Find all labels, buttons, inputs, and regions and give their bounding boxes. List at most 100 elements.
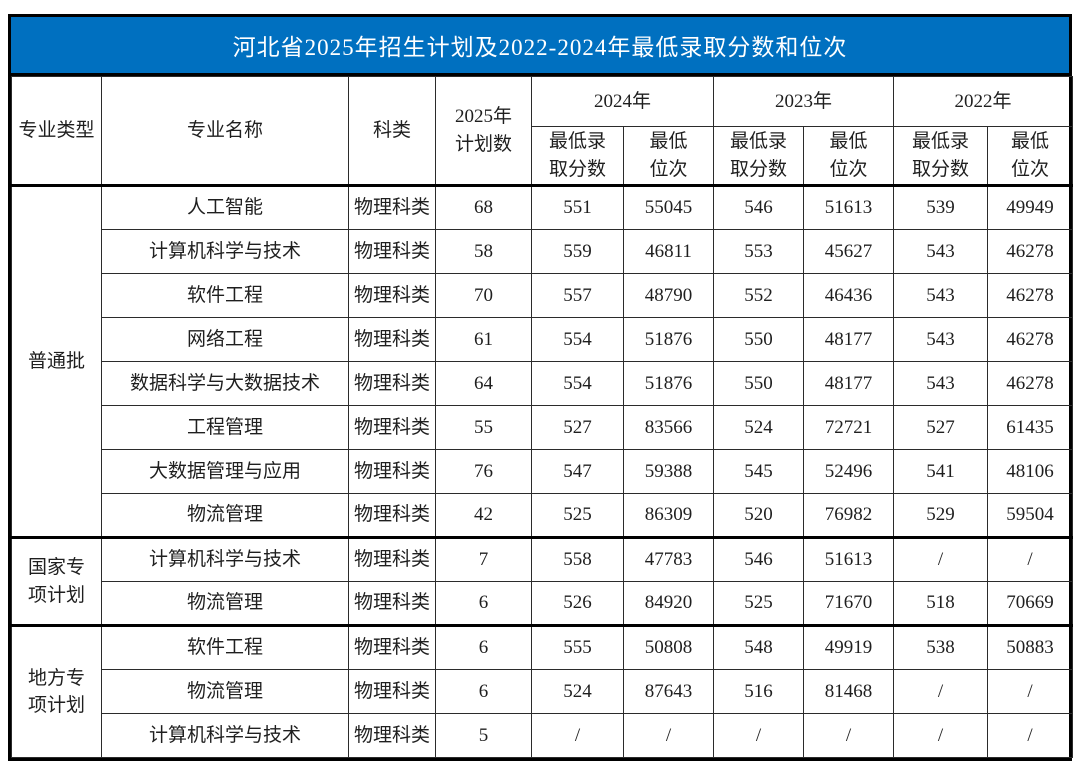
cell-min-rank-2022: / [987, 669, 1074, 715]
cell-min-score-2022: 529 [893, 493, 989, 539]
cell-min-score-2023: 552 [713, 273, 805, 319]
header-major-name: 专业名称 [101, 75, 349, 187]
cell-min-rank-2023: 71670 [803, 581, 895, 627]
cell-min-rank-2022: / [987, 536, 1074, 583]
header-min-rank-2024: 最低 位次 [622, 125, 715, 187]
cell-subject: 物理科类 [348, 624, 436, 671]
cell-plan-2025: 58 [435, 229, 532, 275]
cell-min-rank-2023: 49919 [803, 624, 895, 671]
cell-plan-2025: 6 [435, 669, 532, 715]
cell-min-score-2024: 525 [531, 493, 624, 539]
header-year-2022: 2022年 [893, 76, 1074, 127]
cell-min-rank-2022: 46278 [987, 273, 1074, 319]
cell-min-rank-2022: 46278 [987, 361, 1074, 407]
cell-min-rank-2022: 46278 [987, 229, 1074, 275]
cell-major-name: 软件工程 [101, 624, 349, 671]
cell-min-score-2022: 538 [893, 624, 989, 671]
cell-subject: 物理科类 [348, 713, 436, 759]
cell-min-score-2022: 543 [893, 361, 989, 407]
table-title: 河北省2025年招生计划及2022-2024年最低录取分数和位次 [11, 17, 1069, 76]
cell-major-name: 工程管理 [101, 405, 349, 451]
cell-min-score-2022: / [893, 536, 989, 583]
cell-subject: 物理科类 [348, 449, 436, 495]
header-year-2024: 2024年 [530, 76, 715, 127]
cell-min-rank-2023: 76982 [803, 493, 895, 539]
cell-plan-2025: 76 [435, 449, 532, 495]
cell-min-rank-2023: 81468 [803, 669, 895, 715]
cell-min-rank-2023: 52496 [803, 449, 895, 495]
header-major-type: 专业类型 [11, 75, 102, 187]
cell-min-rank-2023: 48177 [803, 361, 895, 407]
cell-min-score-2024: / [531, 713, 624, 759]
table-body: 普通批 人工智能 物理科类 68 551 55045 546 51613 539 49949 计算机… [11, 185, 1074, 759]
cell-min-score-2022: 527 [893, 405, 989, 451]
cell-min-rank-2024: 50808 [622, 624, 715, 671]
cell-min-rank-2022: 50883 [987, 624, 1074, 671]
cell-min-score-2023: 520 [713, 493, 805, 539]
header-row-years: 专业类型 专业名称 科类 2025年 计划数 2024年 2023年 2022年 [11, 75, 1074, 187]
cell-min-score-2024: 527 [531, 405, 624, 451]
cell-min-score-2022: 518 [893, 581, 989, 627]
cell-major-name: 计算机科学与技术 [101, 229, 349, 275]
header-min-score-2022: 最低录 取分数 [893, 125, 989, 187]
cell-min-rank-2022: 48106 [987, 449, 1074, 495]
cell-min-score-2023: 545 [713, 449, 805, 495]
header-year-2023: 2023年 [713, 76, 895, 127]
cell-min-score-2022: 543 [893, 229, 989, 275]
cell-min-rank-2024: 51876 [622, 317, 715, 363]
cell-plan-2025: 61 [435, 317, 532, 363]
cell-major-name: 网络工程 [101, 317, 349, 363]
cell-min-score-2023: 553 [713, 229, 805, 275]
cell-min-score-2022: 543 [893, 273, 989, 319]
cell-min-score-2022: 541 [893, 449, 989, 495]
cell-min-score-2024: 559 [531, 229, 624, 275]
cell-plan-2025: 42 [435, 493, 532, 539]
cell-major-name: 软件工程 [101, 273, 349, 319]
cell-min-score-2024: 547 [531, 449, 624, 495]
cell-min-score-2024: 554 [531, 317, 624, 363]
cell-subject: 物理科类 [348, 536, 436, 583]
header-min-rank-2023: 最低 位次 [803, 125, 895, 187]
group-label: 地方专 项计划 [11, 624, 102, 759]
table-row: 物流管理 物理科类 6 526 84920 525 71670 518 70669 [12, 581, 1074, 627]
cell-min-rank-2023: 48177 [803, 317, 895, 363]
group-label: 国家专 项计划 [11, 536, 102, 627]
cell-subject: 物理科类 [348, 185, 436, 231]
cell-major-name: 物流管理 [101, 669, 349, 715]
cell-min-rank-2024: 48790 [622, 273, 715, 319]
cell-min-score-2022: 539 [893, 185, 989, 231]
cell-min-rank-2023: 45627 [803, 229, 895, 275]
cell-min-rank-2022: / [987, 713, 1074, 759]
cell-plan-2025: 68 [435, 185, 532, 231]
cell-plan-2025: 6 [435, 624, 532, 671]
cell-major-name: 计算机科学与技术 [101, 713, 349, 759]
table-row: 物流管理 物理科类 42 525 86309 520 76982 529 59504 [12, 493, 1074, 539]
cell-min-score-2023: 548 [713, 624, 805, 671]
cell-major-name: 人工智能 [101, 185, 349, 231]
header-min-rank-2022: 最低 位次 [987, 125, 1074, 187]
cell-min-rank-2024: 51876 [622, 361, 715, 407]
table-row: 网络工程 物理科类 61 554 51876 550 48177 543 46278 [12, 317, 1074, 363]
cell-min-rank-2023: 46436 [803, 273, 895, 319]
group-label: 普通批 [11, 185, 102, 539]
table-row: 计算机科学与技术 物理科类 5// / / / / [12, 713, 1074, 759]
table-row: 地方专 项计划 软件工程 物理科类 6 555 50808 548 49919 538 50883 [11, 624, 1074, 759]
header-min-score-2024: 最低录 取分数 [531, 125, 624, 187]
cell-subject: 物理科类 [348, 361, 436, 407]
cell-major-name: 数据科学与大数据技术 [101, 361, 349, 407]
admissions-table-frame: 河北省2025年招生计划及2022-2024年最低录取分数和位次 专业类型 专业… [8, 14, 1074, 762]
cell-min-rank-2024: 83566 [622, 405, 715, 451]
header-min-score-2023: 最低录 取分数 [713, 125, 805, 187]
header-row-subcolumns: 最低录 取分数 最低 位次 最低录 取分数 最低 位次 最低录 取分数 最低 位… [12, 125, 1074, 187]
table-header: 专业类型 专业名称 科类 2025年 计划数 2024年 2023年 2022年… [11, 75, 1074, 187]
table-row: 计算机科学与技术 物理科类 58 559 46811 553 45627 543 46278 [12, 229, 1074, 275]
admissions-table: 专业类型 专业名称 科类 2025年 计划数 2024年 2023年 2022年… [11, 75, 1074, 759]
cell-min-score-2024: 551 [531, 185, 624, 231]
cell-min-score-2024: 557 [531, 273, 624, 319]
cell-min-rank-2022: 70669 [987, 581, 1074, 627]
table-row: 物流管理 物理科类 6 524 87643 516 81468// [12, 669, 1074, 715]
cell-subject: 物理科类 [348, 405, 436, 451]
cell-min-score-2022: / [893, 669, 989, 715]
cell-min-rank-2024: 46811 [622, 229, 715, 275]
cell-min-score-2023: 550 [713, 361, 805, 407]
